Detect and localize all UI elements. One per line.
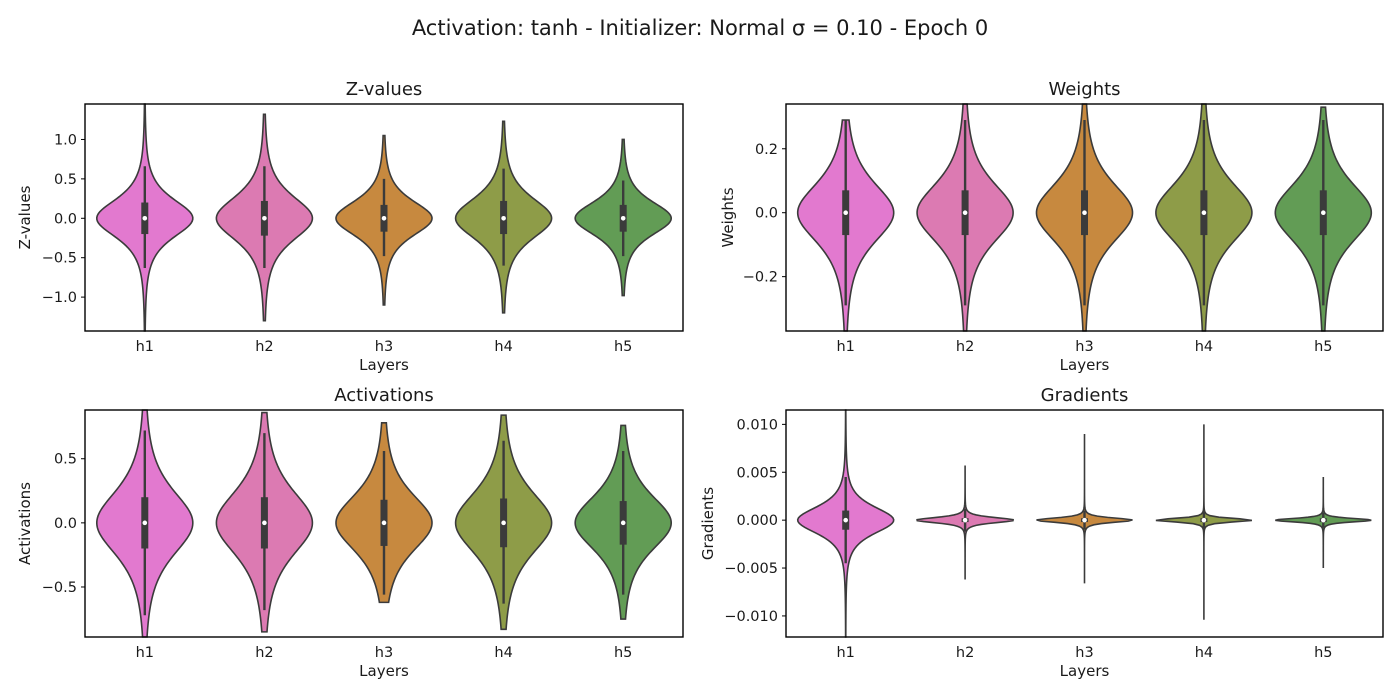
axes-frame [785,409,1384,638]
violin-median-h4 [501,215,506,221]
violin-h2 [215,411,314,633]
x-axis-label: Layers [1060,356,1110,374]
violin-median-h2 [962,517,968,523]
violin-h3 [1035,103,1134,332]
violin-median-h1 [843,517,848,523]
x-tick-label: h3 [375,645,393,661]
y-tick-label: −0.005 [724,561,778,577]
violin-median-h2 [262,215,267,221]
y-tick-label: 0.2 [755,142,778,158]
subplot-gradients: Gradients h1 h2 h3 h4 h5 0.010 0.005 0.000 −0.005… [699,385,1384,680]
x-tick-label: h5 [1314,645,1332,661]
violin-median-h3 [1082,210,1087,216]
y-tick-label: −0.2 [743,270,778,286]
axes-frame [785,103,1384,332]
violin-median-h5 [1321,517,1326,523]
subplot-weights: Weights h1 h2 h3 h4 h5 0.2 0.0 −0.2 Layers Weights [719,79,1384,374]
y-axis-label: Z-values [16,185,34,249]
x-tick-label: h4 [494,339,512,355]
violin-median-h3 [381,215,387,221]
y-tick-label: −0.5 [42,251,77,267]
violin-median-h5 [1321,210,1326,216]
y-tick-label: 0.0 [755,206,778,222]
x-tick-label: h5 [614,645,632,661]
violin-h1 [95,409,194,638]
y-tick-label: −0.5 [42,580,77,596]
violin-h5 [1275,477,1372,569]
y-axis-label: Gradients [699,487,717,560]
subplot-title: Gradients [1041,385,1129,406]
violin-h5 [574,424,673,620]
y-tick-label: 0.0 [54,516,77,532]
subplot-activations: Activations h1 h2 h3 h4 h5 0.5 0.0 −0.5 Layers Act… [16,385,684,680]
x-tick-label: h4 [1195,339,1213,355]
violin-h2 [215,113,314,322]
subplot-title: Activations [334,385,434,406]
violin-median-h3 [381,520,387,526]
y-tick-label: 0.0 [54,211,77,227]
y-tick-label: 0.005 [736,465,778,481]
axes-frame [84,409,684,638]
y-tick-label: −1.0 [42,290,77,306]
violin-body-h3 [1036,433,1133,584]
y-tick-label: 1.0 [54,132,77,148]
violin-h5 [574,138,673,297]
x-tick-label: h1 [136,645,154,661]
violin-median-h1 [142,520,148,526]
x-axis-label: Layers [359,662,409,680]
y-axis-label: Weights [719,187,737,247]
y-tick-label: −0.010 [724,609,778,625]
x-tick-label: h4 [1195,645,1213,661]
axes-frame [84,103,684,332]
x-axis-label: Layers [1060,662,1110,680]
x-axis-label: Layers [359,356,409,374]
violin-h1 [95,103,194,332]
x-tick-label: h3 [1075,645,1093,661]
violin-h3 [335,134,433,306]
violin-median-h4 [1201,517,1207,523]
x-tick-label: h2 [255,339,273,355]
violin-median-h2 [262,520,267,526]
x-tick-label: h3 [375,339,393,355]
violin-median-h4 [1201,210,1207,216]
violin-median-h3 [1082,517,1087,523]
x-tick-label: h4 [494,645,512,661]
violin-h2 [916,103,1014,332]
violin-median-h1 [142,215,148,221]
violin-median-h4 [501,520,506,526]
x-tick-label: h1 [136,339,154,355]
violin-h4 [454,414,553,631]
violin-median-h5 [620,520,626,526]
violin-h3 [335,422,433,604]
violin-h3 [1036,433,1133,584]
x-tick-label: h2 [255,645,273,661]
x-tick-label: h2 [956,339,974,355]
violin-h1 [796,119,895,332]
violin-h4 [454,120,553,314]
violin-median-h2 [962,210,968,216]
subplot-z-values: Z-values h1 h2 h3 h4 h5 1.0 0.5 0.0 −0.5 −1.0 Layer… [16,79,684,374]
violin-median-h5 [620,215,626,221]
x-tick-label: h3 [1075,339,1093,355]
violin-h1 [796,409,895,638]
violin-h5 [1274,106,1373,332]
subplot-title: Weights [1048,79,1120,100]
x-tick-label: h1 [836,645,854,661]
y-tick-label: 0.010 [736,417,778,433]
violin-h2 [916,465,1015,580]
y-axis-label: Activations [16,482,34,565]
violin-median-h1 [843,210,848,216]
y-tick-label: 0.5 [54,172,77,188]
x-tick-label: h5 [614,339,632,355]
violin-h4 [1155,103,1253,332]
subplot-title: Z-values [346,79,423,100]
figure-title: Activation: tanh - Initializer: Normal σ… [412,16,988,40]
x-tick-label: h1 [836,339,854,355]
violin-h4 [1155,424,1253,620]
x-tick-label: h2 [956,645,974,661]
x-tick-label: h5 [1314,339,1332,355]
y-tick-label: 0.000 [736,513,778,529]
y-tick-label: 0.5 [54,452,77,468]
